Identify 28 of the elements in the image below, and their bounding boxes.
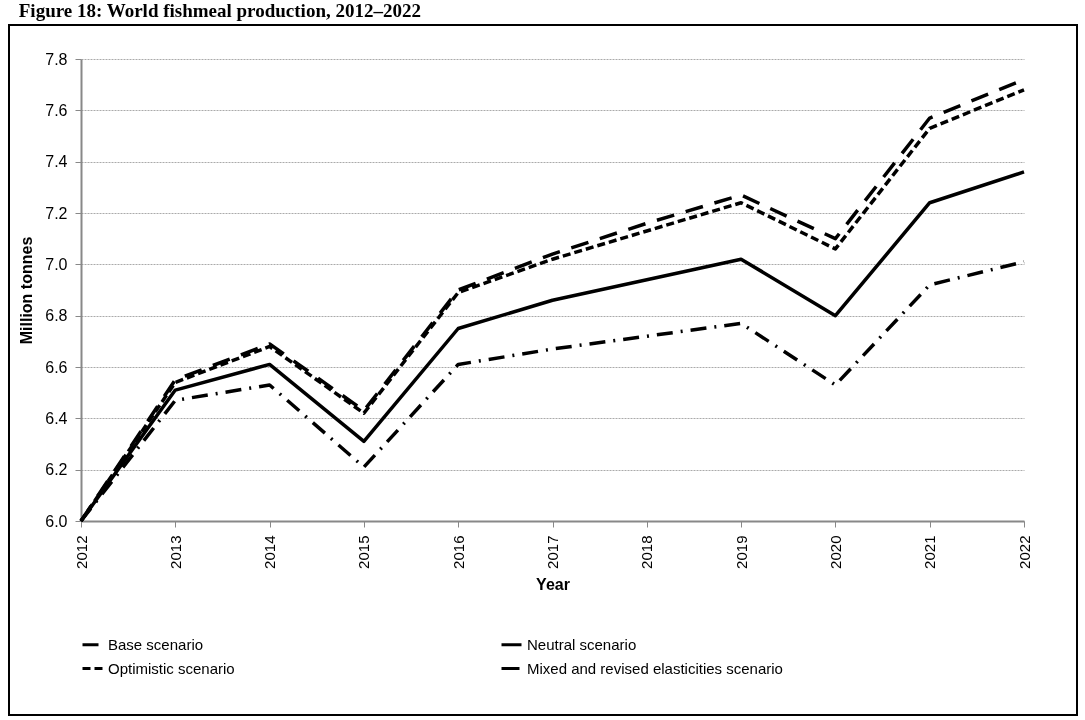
y-tick-label: 7.8 (45, 50, 68, 68)
y-tick-label: 6.6 (45, 358, 68, 376)
y-tick-label: 7.2 (45, 204, 68, 222)
x-tick-label: 2014 (261, 535, 279, 569)
x-tick-label: 2017 (544, 535, 561, 569)
x-tick-label: 2013 (166, 535, 184, 569)
y-tick-label: 7.6 (45, 101, 68, 119)
x-axis-title: Year (536, 575, 570, 593)
y-tick-label: 7.0 (45, 255, 68, 273)
y-tick-label: 6.2 (45, 461, 68, 479)
legend-label: Base scenario (108, 635, 204, 653)
y-axis-title: Million tonnes (18, 236, 36, 345)
y-tick-label: 7.4 (45, 153, 68, 171)
y-tick-label: 6.4 (45, 409, 68, 427)
chart-title: Figure 18: World fishmeal production, 2012–2022 (18, 0, 421, 21)
x-tick-label: 2021 (921, 535, 939, 569)
x-tick-label: 2016 (449, 535, 467, 569)
y-tick-label: 6.8 (45, 307, 68, 325)
legend-label: Neutral scenario (527, 635, 637, 653)
y-tick-label: 6.0 (45, 512, 68, 530)
x-tick-label: 2019 (732, 535, 750, 569)
x-tick-label: 2022 (1015, 535, 1033, 569)
x-tick-label: 2012 (72, 535, 90, 569)
x-tick-label: 2015 (355, 535, 373, 569)
x-tick-label: 2020 (826, 535, 844, 569)
x-tick-label: 2018 (638, 535, 656, 569)
legend-label: Mixed and revised elasticities scenario (527, 659, 783, 677)
legend-label: Optimistic scenario (108, 659, 235, 677)
